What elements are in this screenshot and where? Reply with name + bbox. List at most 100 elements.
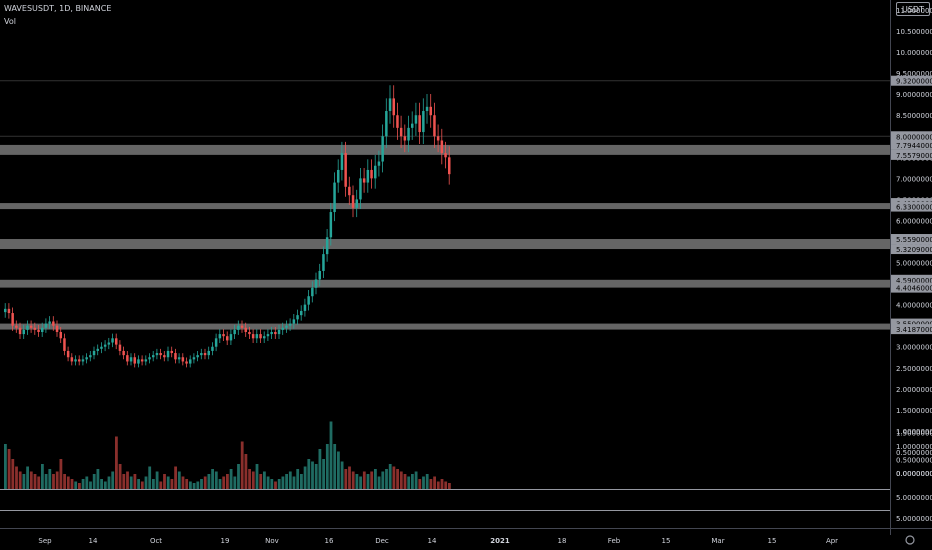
volume-bar bbox=[325, 444, 329, 489]
candle bbox=[307, 296, 310, 305]
volume-bar bbox=[207, 474, 211, 489]
price-label: 9.32000000 bbox=[896, 78, 932, 86]
price-label: 7.55790000 bbox=[896, 152, 932, 160]
volume-bar bbox=[66, 476, 70, 489]
candle bbox=[263, 336, 266, 339]
pane-separator-2[interactable] bbox=[0, 510, 890, 511]
volume-bar bbox=[18, 471, 22, 489]
volume-bar bbox=[59, 459, 63, 489]
candle bbox=[251, 334, 255, 339]
candle bbox=[70, 357, 74, 362]
symbol-legend[interactable]: WAVESUSDT, 1D, BINANCE bbox=[4, 4, 112, 13]
price-label: 3.41870000 bbox=[896, 326, 932, 334]
candle bbox=[170, 350, 173, 354]
volume-bar bbox=[211, 469, 214, 489]
volume-bar bbox=[22, 474, 26, 489]
volume-bar bbox=[89, 481, 92, 489]
volume-bar bbox=[340, 461, 344, 489]
price-label-bg bbox=[891, 149, 932, 160]
volume-bar bbox=[192, 483, 196, 489]
candle bbox=[248, 331, 251, 335]
volume-bar bbox=[55, 471, 59, 489]
volume-bar bbox=[107, 476, 111, 489]
time-axis-label: Nov bbox=[265, 537, 279, 545]
volume-bar bbox=[248, 469, 251, 489]
volume-bar bbox=[226, 474, 229, 489]
candle bbox=[137, 359, 140, 364]
volume-bar bbox=[436, 481, 440, 489]
candle bbox=[337, 169, 340, 183]
candle bbox=[37, 329, 40, 332]
volume-bar bbox=[74, 481, 78, 489]
candle bbox=[22, 329, 25, 335]
candle bbox=[351, 195, 355, 208]
volume-bar bbox=[425, 474, 429, 489]
price-label-bg bbox=[891, 282, 932, 293]
price-label-bg bbox=[891, 318, 932, 329]
volume-bar bbox=[181, 476, 185, 489]
candle bbox=[48, 321, 51, 324]
volume-bar bbox=[329, 421, 333, 489]
candle bbox=[181, 357, 185, 362]
candle bbox=[433, 115, 436, 137]
volume-bar bbox=[218, 479, 222, 489]
volume-bar bbox=[144, 476, 148, 489]
candle bbox=[377, 161, 381, 166]
candle bbox=[362, 178, 366, 183]
volume-bar bbox=[270, 479, 274, 489]
candle bbox=[407, 127, 410, 141]
candle bbox=[333, 182, 336, 213]
settings-icon bbox=[905, 535, 915, 545]
candle bbox=[66, 350, 70, 358]
candle bbox=[229, 334, 233, 341]
volume-bar bbox=[318, 449, 322, 489]
volume-bar bbox=[174, 466, 177, 489]
candle bbox=[174, 353, 177, 360]
volume-bar bbox=[322, 459, 325, 489]
candle bbox=[200, 353, 203, 356]
volume-bar bbox=[281, 476, 285, 489]
price-label: 4.40460000 bbox=[896, 285, 932, 293]
volume-legend[interactable]: Vol bbox=[4, 17, 16, 26]
time-axis-label: 2021 bbox=[490, 537, 510, 545]
candle bbox=[396, 115, 399, 128]
time-axis-label: 18 bbox=[558, 537, 567, 545]
candle bbox=[388, 98, 392, 112]
volume-bar bbox=[444, 481, 448, 489]
candle bbox=[259, 334, 262, 339]
time-axis-border bbox=[0, 528, 932, 529]
time-axis-label: Mar bbox=[711, 537, 724, 545]
candle bbox=[244, 327, 247, 332]
volume-bar bbox=[159, 481, 163, 489]
volume-bar bbox=[285, 474, 288, 489]
candle bbox=[411, 123, 414, 128]
candle bbox=[270, 331, 273, 335]
candle bbox=[192, 357, 196, 360]
candle bbox=[103, 344, 107, 347]
candle bbox=[7, 308, 11, 314]
pane-separator-1[interactable] bbox=[0, 489, 890, 490]
volume-bar bbox=[41, 464, 44, 489]
candle bbox=[211, 346, 214, 351]
volume-bar bbox=[133, 474, 137, 489]
volume-bar bbox=[152, 479, 155, 489]
currency-selector[interactable]: USDT bbox=[896, 2, 930, 16]
volume-bar bbox=[414, 471, 418, 489]
volume-bar bbox=[200, 479, 203, 489]
volume-bar bbox=[396, 469, 399, 489]
volume-bar bbox=[96, 469, 100, 489]
volume-bar bbox=[362, 471, 366, 489]
candle bbox=[15, 325, 18, 328]
zone-1 bbox=[0, 203, 890, 210]
candle bbox=[126, 355, 129, 362]
